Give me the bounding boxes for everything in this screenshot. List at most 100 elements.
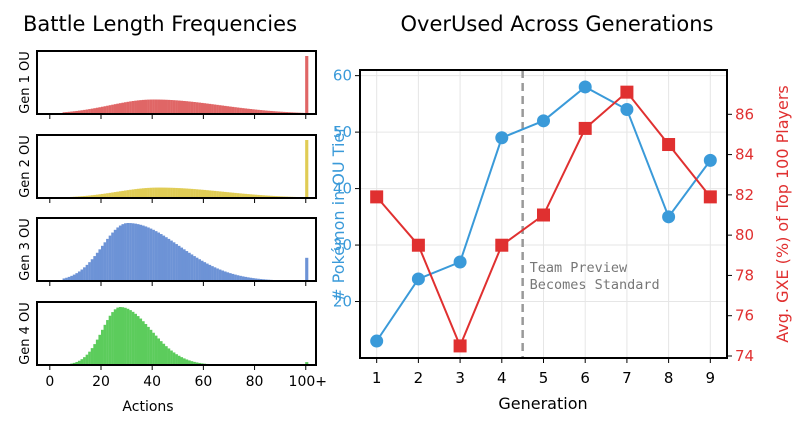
histogram-bar	[241, 276, 245, 281]
histogram-bar	[159, 234, 163, 281]
histogram-bar	[218, 269, 222, 281]
histogram-bar	[162, 235, 166, 281]
histogram-bar	[190, 188, 194, 198]
histogram-bar	[226, 192, 230, 198]
histogram-bar	[147, 326, 150, 365]
histogram-bar	[134, 223, 137, 281]
x-tick-label: 7	[622, 369, 632, 387]
histogram-bar	[264, 110, 268, 114]
histogram-bar	[231, 106, 235, 114]
histogram-bar	[136, 224, 140, 281]
histogram-bar	[108, 235, 112, 281]
histogram-bar	[139, 188, 143, 198]
histogram-bar	[116, 227, 120, 281]
histogram-bar	[257, 109, 260, 114]
histogram-bar	[267, 195, 271, 198]
histogram-bar	[180, 100, 184, 114]
histogram-bar	[85, 264, 89, 281]
histogram-bar	[152, 187, 155, 198]
histogram-bar	[211, 190, 214, 198]
histogram-bar	[108, 192, 112, 198]
histogram-panel-label: Gen 1 OU	[18, 51, 33, 114]
histogram-bar	[72, 362, 76, 365]
left-x-tick-label: 60	[194, 374, 212, 390]
histogram-overflow-bar	[305, 362, 309, 365]
histogram-bar	[170, 100, 173, 114]
histogram-bar	[90, 108, 94, 114]
histogram-overflow-bar	[305, 257, 309, 281]
histogram-bar	[231, 192, 235, 198]
histogram-overflow-bar	[305, 140, 309, 198]
histogram-bar	[208, 264, 212, 281]
histogram-bar	[108, 315, 112, 365]
histogram-bar	[221, 105, 225, 114]
histogram-bar	[85, 354, 89, 365]
histogram-bar	[72, 111, 76, 114]
histogram-bar	[188, 188, 191, 198]
histogram-bar	[149, 329, 153, 365]
histogram-bar	[129, 310, 132, 365]
histogram-bar	[228, 192, 232, 198]
histogram-bar	[195, 189, 199, 198]
histogram-bar	[136, 188, 140, 198]
histogram-bar	[277, 111, 281, 114]
left-chart-title: Battle Length Frequencies	[23, 12, 297, 36]
histogram-bar	[244, 193, 248, 198]
histogram-bar	[118, 103, 122, 114]
histogram-bar	[254, 109, 258, 114]
histogram-bar	[129, 101, 132, 114]
histogram-bar	[228, 273, 232, 281]
histogram-bar	[185, 188, 189, 198]
histogram-bar	[157, 338, 161, 365]
histogram-bar	[272, 111, 276, 114]
histogram-bar	[113, 309, 117, 365]
histogram-bar	[164, 346, 168, 365]
histogram-bar	[228, 106, 232, 114]
histogram-bar	[75, 110, 79, 114]
left-x-ticks: 0 20 40 60 80 100+	[45, 374, 327, 390]
histogram-bar	[221, 191, 225, 198]
histogram-bar	[205, 190, 209, 198]
histogram-bar	[188, 360, 191, 365]
y-right-tick-label: 78	[735, 266, 754, 284]
histogram-bar	[65, 277, 68, 281]
histogram-bar	[249, 277, 253, 281]
histogram-panel-frame	[36, 50, 317, 115]
histogram-bar	[67, 276, 71, 281]
histogram-bar	[95, 194, 99, 198]
histogram-bar	[157, 232, 161, 281]
histogram-bar	[208, 190, 212, 198]
y-right-tick-label: 80	[735, 226, 754, 244]
histogram-bar	[262, 195, 265, 198]
histogram-bar	[254, 194, 258, 198]
histogram-bar	[282, 111, 286, 114]
histogram-bar	[236, 275, 240, 281]
y-left-tick-label: 50	[333, 123, 352, 141]
histogram-bar	[241, 193, 245, 198]
histogram-bar	[80, 359, 84, 365]
histogram-bar	[131, 101, 135, 114]
histogram-bar	[200, 102, 204, 114]
histogram-bar	[103, 242, 107, 281]
histogram-bar	[249, 194, 253, 198]
histogram-bar	[88, 109, 91, 114]
histogram-bar	[280, 111, 283, 114]
histogram-bar	[141, 188, 145, 198]
histogram-bar	[259, 110, 263, 114]
histogram-bar	[234, 107, 237, 114]
histogram-bar	[131, 223, 135, 281]
histogram-bar	[216, 104, 219, 114]
histogram-bar	[180, 188, 184, 198]
histogram-bar	[144, 226, 148, 281]
histogram-bar	[172, 187, 176, 198]
histogram-bar	[262, 110, 265, 114]
y-right-tick-label: 84	[735, 146, 754, 164]
histogram-bar	[170, 187, 173, 198]
histogram-panel-frame	[36, 217, 317, 282]
histogram-bar	[77, 360, 81, 365]
x-tick-label: 3	[455, 369, 465, 387]
histogram-bar	[159, 341, 163, 365]
histogram-bar	[244, 276, 248, 281]
histogram-bar	[126, 308, 130, 365]
